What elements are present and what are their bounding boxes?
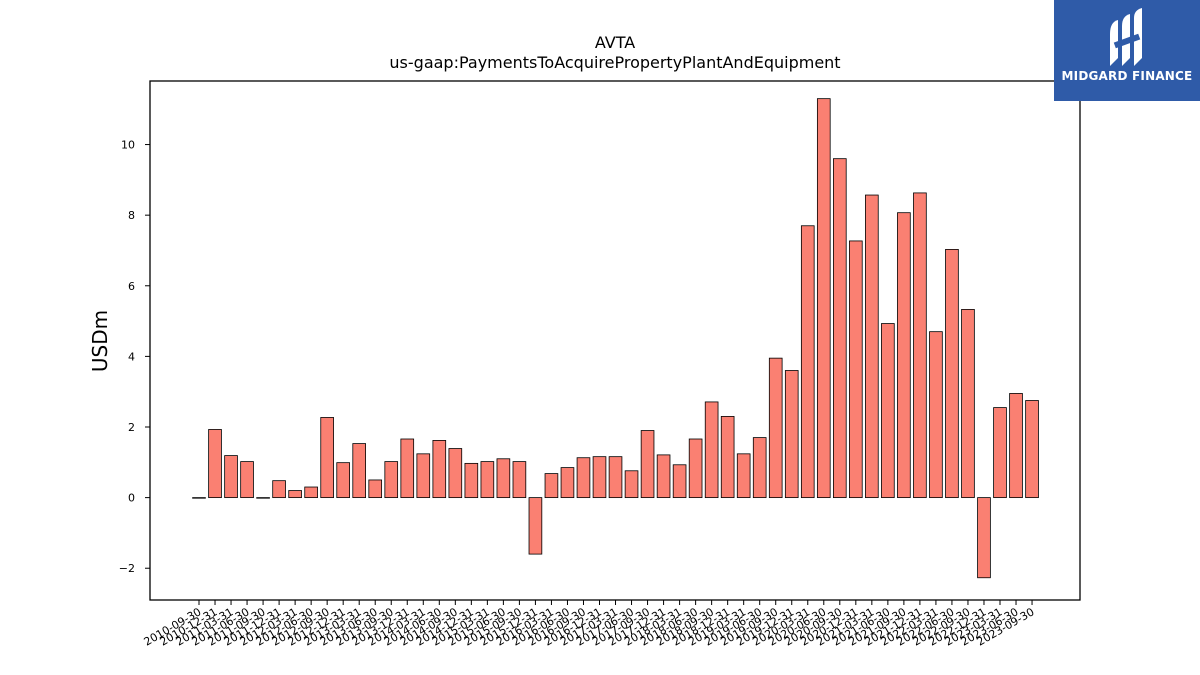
y-tick-label: 6 <box>128 280 135 293</box>
bar-2014-03-31 <box>416 453 431 499</box>
bar-2016-03-31 <box>544 473 559 499</box>
bar-2021-06-30 <box>881 323 895 499</box>
bar-2019-03-31 <box>736 453 751 499</box>
bar-2022-06-30 <box>945 249 959 499</box>
bar-2017-09-30 <box>640 430 655 499</box>
bar-2015-06-30 <box>496 458 511 499</box>
bar-2021-09-30 <box>897 212 911 499</box>
y-axis-label: USDm <box>88 310 112 372</box>
bar-2020-12-31 <box>849 240 863 499</box>
bar-2020-06-30 <box>816 98 831 499</box>
y-tick-label: 10 <box>121 139 135 152</box>
bar-2023-09-30 <box>1025 400 1039 499</box>
logo-mark-icon <box>1110 8 1142 66</box>
bar-2012-09-30 <box>320 417 334 499</box>
y-tick-label: −2 <box>119 562 135 575</box>
bar-2016-12-31 <box>592 456 607 499</box>
bar-2017-12-31 <box>656 454 671 499</box>
bar-2023-03-31 <box>993 407 1007 499</box>
bar-2012-12-31 <box>336 462 350 499</box>
bar-2010-09-30 <box>192 497 206 499</box>
chart-subtitle: us-gaap:PaymentsToAcquirePropertyPlantAn… <box>389 53 840 72</box>
x-axis: 2010-09-302010-12-312011-03-312011-06-30… <box>142 600 1037 649</box>
bar-2011-09-30 <box>256 497 270 499</box>
bar-2014-09-30 <box>448 448 463 499</box>
bar-2018-09-30 <box>704 401 719 499</box>
bar-2015-12-31 <box>528 497 543 555</box>
midgard-finance-logo: MIDGARD FINANCE <box>1054 0 1200 101</box>
bar-2017-06-30 <box>624 470 639 499</box>
bar-2013-03-31 <box>352 443 366 499</box>
y-axis: −2 0 2 4 6 8 10 <box>119 139 150 575</box>
y-tick-label: 2 <box>128 421 135 434</box>
bar-2011-06-30 <box>240 461 254 499</box>
bar-2018-12-31 <box>720 416 735 499</box>
bar-2016-06-30 <box>560 467 575 499</box>
bar-2019-06-30 <box>752 437 767 499</box>
bar-2020-03-31 <box>800 225 815 499</box>
bar-2022-03-31 <box>929 331 943 499</box>
bar-2020-09-30 <box>833 158 847 499</box>
bar-2012-06-30 <box>304 486 318 499</box>
plot-frame <box>149 80 1081 601</box>
bar-2023-06-30 <box>1009 393 1023 499</box>
bar-2013-12-31 <box>400 438 415 499</box>
logo-text: MIDGARD FINANCE <box>1061 69 1193 83</box>
bar-2019-12-31 <box>784 370 799 499</box>
bar-2018-03-31 <box>672 464 687 499</box>
bar-2011-03-31 <box>224 455 238 499</box>
bar-2016-09-30 <box>576 457 591 499</box>
bar-2021-03-31 <box>865 194 879 499</box>
bar-2019-09-30 <box>768 357 783 499</box>
y-tick-label: 8 <box>128 209 135 222</box>
y-tick-label: 4 <box>128 350 135 363</box>
bar-2013-06-30 <box>368 479 383 499</box>
bar-2018-06-30 <box>688 438 703 499</box>
bar-2015-03-31 <box>480 461 495 499</box>
bar-2015-09-30 <box>512 461 527 499</box>
bar-2011-12-31 <box>272 480 286 499</box>
bar-2017-03-31 <box>608 456 623 499</box>
bar-2012-03-31 <box>288 490 302 499</box>
bar-2013-09-30 <box>384 461 399 499</box>
bar-2022-12-31 <box>977 497 991 579</box>
bar-2022-09-30 <box>961 309 975 499</box>
bar-2014-12-31 <box>464 462 479 499</box>
y-tick-label: 0 <box>128 492 135 505</box>
bars-group <box>192 98 1039 579</box>
bar-2014-06-30 <box>432 440 447 499</box>
chart-title: AVTA <box>595 33 635 52</box>
bar-2010-12-31 <box>208 429 222 499</box>
bar-2021-12-31 <box>913 192 927 499</box>
